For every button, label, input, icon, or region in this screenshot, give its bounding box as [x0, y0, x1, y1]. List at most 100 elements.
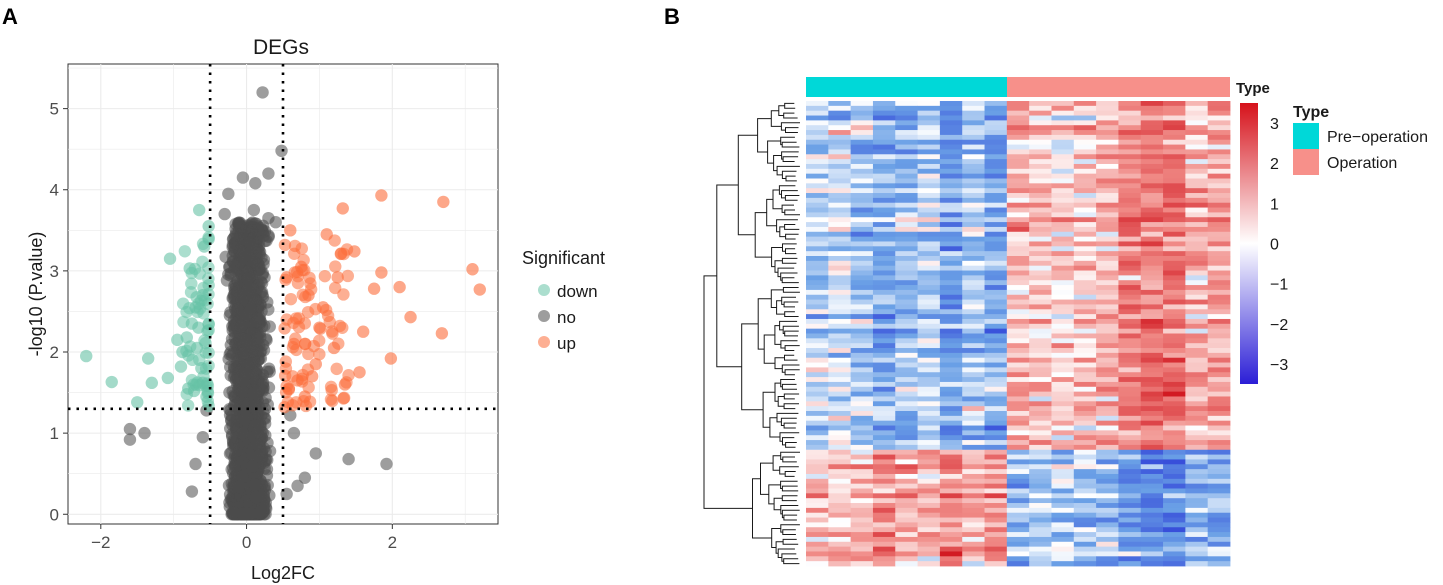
heatmap-cell — [917, 149, 941, 155]
heatmap-cell — [1185, 483, 1209, 489]
heatmap-cell — [1163, 391, 1186, 397]
heatmap-cell — [1118, 125, 1142, 131]
heatmap-cell — [872, 236, 896, 242]
heatmap-cell — [1096, 197, 1119, 204]
scatter-point-no — [189, 457, 202, 471]
heatmap-cell — [828, 323, 852, 330]
scatter-point-no — [246, 460, 259, 473]
heatmap-cell — [1073, 507, 1097, 514]
color-scale-tick-label: 2 — [1270, 156, 1279, 173]
heatmap-cell — [1006, 478, 1030, 485]
heatmap-cell — [806, 469, 829, 475]
heatmap-cell — [1029, 328, 1052, 334]
heatmap-cell — [1073, 265, 1097, 271]
heatmap-cell — [1096, 507, 1119, 514]
heatmap-cell — [1118, 314, 1142, 320]
heatmap-cell — [917, 430, 941, 436]
heatmap-cell — [1096, 183, 1119, 189]
scatter-point-down — [192, 321, 205, 334]
heatmap-cell — [1140, 217, 1164, 223]
heatmap-cell — [1207, 139, 1231, 145]
dendrogram-branch — [760, 462, 774, 495]
heatmap-cell — [939, 130, 963, 136]
heatmap-cell — [1096, 367, 1119, 373]
heatmap-cell — [1096, 256, 1119, 262]
heatmap-cell — [850, 314, 874, 320]
heatmap-cell — [1096, 275, 1119, 281]
heatmap-cell — [939, 464, 963, 470]
heatmap-cell — [984, 188, 1008, 194]
heatmap-cell — [939, 294, 963, 300]
heatmap-cell — [1096, 372, 1119, 378]
dendrogram-branch — [781, 190, 798, 199]
heatmap-cell — [962, 115, 985, 121]
heatmap-cell — [806, 498, 829, 504]
heatmap-cell — [1073, 183, 1097, 189]
heatmap-cell — [1073, 532, 1097, 538]
heatmap-cell — [962, 503, 985, 509]
heatmap-cell — [806, 483, 829, 489]
heatmap-cell — [962, 440, 985, 446]
heatmap-cell — [962, 149, 985, 155]
heatmap-cell — [917, 260, 941, 267]
scatter-point-up — [393, 280, 406, 294]
heatmap-cell — [828, 275, 852, 281]
heatmap-cell — [1185, 246, 1209, 252]
heatmap-cell — [806, 120, 829, 126]
heatmap-cell — [1073, 362, 1097, 368]
heatmap-cell — [1096, 338, 1119, 344]
heatmap-cell — [872, 488, 896, 494]
heatmap-cell — [850, 522, 874, 528]
heatmap-cell — [1051, 304, 1075, 310]
heatmap-cell — [1118, 159, 1142, 165]
heatmap-cell — [1096, 328, 1119, 334]
heatmap-cell — [1073, 275, 1097, 281]
heatmap-cell — [1163, 207, 1186, 213]
heatmap-cell — [1029, 493, 1052, 499]
heatmap-cell — [872, 362, 896, 368]
heatmap-cell — [872, 309, 896, 315]
scatter-point-up — [284, 292, 298, 306]
heatmap-cell — [1207, 222, 1231, 228]
scatter-point-no — [380, 457, 393, 471]
heatmap-cell — [1185, 425, 1209, 431]
heatmap-cell — [1207, 493, 1231, 499]
heatmap-cell — [1207, 289, 1231, 296]
heatmap-cell — [1029, 541, 1052, 548]
heatmap-cell — [962, 309, 985, 315]
heatmap-cell — [1163, 159, 1186, 165]
heatmap-cell — [917, 507, 941, 514]
heatmap-cell — [1207, 357, 1231, 363]
heatmap-cell — [1185, 454, 1209, 460]
heatmap-cell — [1118, 435, 1142, 441]
heatmap-cell — [1163, 386, 1186, 393]
heatmap-cell — [1073, 251, 1097, 257]
heatmap-cell — [895, 159, 918, 165]
heatmap-cell — [895, 260, 918, 267]
scatter-point-down — [190, 341, 204, 355]
heatmap-cell — [1185, 377, 1209, 383]
heatmap-cell — [1185, 386, 1209, 393]
heatmap-cell — [1118, 163, 1142, 170]
heatmap-cell — [962, 101, 985, 107]
heatmap-cell — [1163, 444, 1186, 451]
heatmap-cell — [850, 532, 874, 538]
heatmap-cell — [806, 270, 829, 276]
dendrogram-branch — [780, 524, 800, 533]
heatmap-cell — [962, 207, 985, 213]
heatmap-cell — [1185, 251, 1209, 257]
heatmap-cell — [1096, 178, 1119, 184]
heatmap-cell — [962, 120, 985, 126]
heatmap-cell — [1029, 527, 1052, 533]
heatmap-cell — [962, 139, 985, 145]
heatmap-cell — [828, 251, 852, 257]
heatmap-cell — [917, 425, 941, 431]
heatmap-cell — [872, 440, 896, 446]
heatmap-cell — [1051, 469, 1075, 475]
scatter-point-no — [233, 244, 246, 257]
heatmap-cell — [1096, 386, 1119, 393]
heatmap-cell — [872, 541, 896, 548]
heatmap-cell — [806, 314, 829, 320]
heatmap-cell — [1207, 285, 1231, 291]
